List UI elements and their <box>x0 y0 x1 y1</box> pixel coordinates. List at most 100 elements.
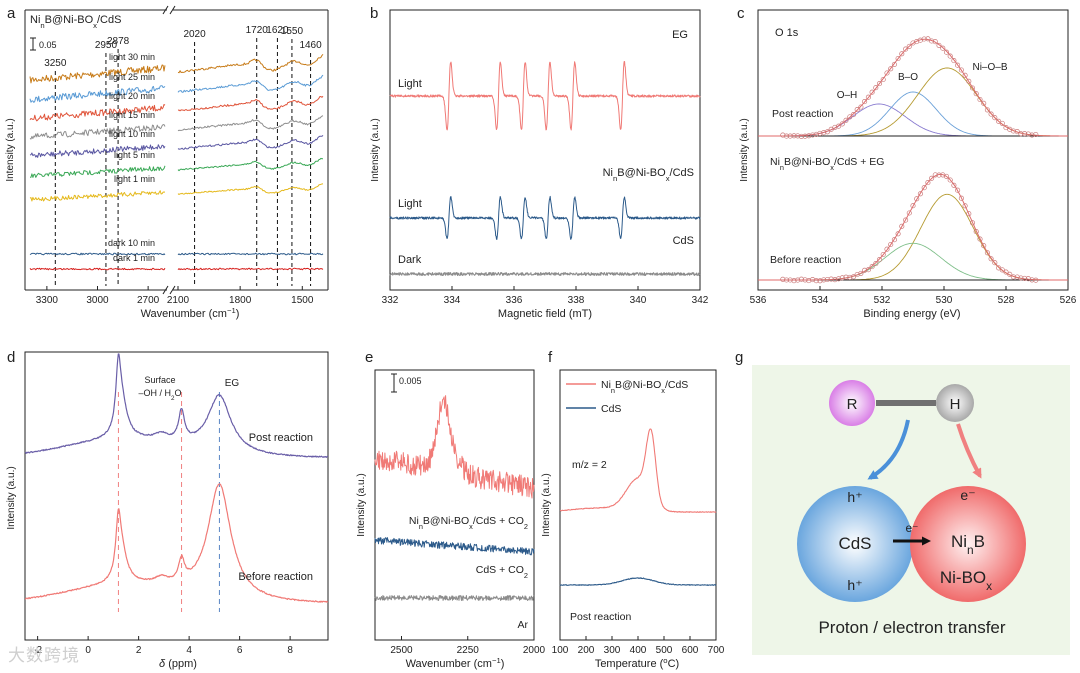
x-tick-label: 342 <box>692 295 709 306</box>
axis-break-mark <box>169 5 176 15</box>
annotation-surface: Surface <box>144 375 175 385</box>
x-tick-label: 536 <box>750 295 767 306</box>
data-point <box>906 43 912 49</box>
data-point <box>1022 131 1028 137</box>
data-point <box>969 85 976 91</box>
x-tick-label: 600 <box>682 645 699 656</box>
data-point <box>876 81 883 87</box>
panel-g: g R Hh⁺ CdS h⁺ e⁻ e⁻ NinB Ni-BOx Proton / electro… <box>735 349 1070 655</box>
plot-frame <box>374 369 535 641</box>
data-point <box>783 133 790 139</box>
x-axis-label: δ (ppm) <box>159 658 197 670</box>
data-point <box>943 173 950 179</box>
data-point <box>832 277 838 283</box>
data-point <box>951 182 957 188</box>
diagram-background <box>752 365 1070 655</box>
spectrum-line <box>29 124 166 140</box>
data-point <box>936 42 942 48</box>
x-tick-label: 200 <box>578 645 595 656</box>
annotation-light: Light <box>398 78 422 90</box>
data-point <box>1025 276 1031 282</box>
watermark: 大数跨境 <box>8 646 80 666</box>
x-tick-label: 336 <box>506 295 523 306</box>
data-point <box>806 133 812 139</box>
cds-label: CdS <box>838 534 871 553</box>
data-point <box>1018 275 1024 281</box>
data-point <box>1033 131 1039 138</box>
series-label: light 10 min <box>109 129 155 139</box>
x-tick-label: 8 <box>287 645 293 656</box>
data-point <box>1014 129 1020 135</box>
data-point <box>854 107 860 113</box>
data-point <box>984 107 990 113</box>
hole-label: h⁺ <box>847 577 862 593</box>
spectrum-line <box>177 183 324 195</box>
x-tick-label: 528 <box>998 295 1015 306</box>
series-label: CdS <box>673 235 694 247</box>
data-point <box>821 277 827 283</box>
nmr-spectrum <box>24 483 329 603</box>
epr-spectrum <box>389 61 701 131</box>
x-tick-label: 700 <box>708 645 725 656</box>
data-point <box>977 236 983 242</box>
proton-arrow-to-cds <box>867 419 910 480</box>
data-point <box>858 270 864 276</box>
component-label: B–O <box>898 72 918 83</box>
data-point <box>847 274 853 280</box>
plot-frame <box>559 369 717 641</box>
data-point <box>929 38 935 44</box>
data-point <box>1014 274 1020 280</box>
panel-d: d -2 0 2 4 6 8 δ (ppm) Intensity (a.u.) Surface –O… <box>6 349 329 670</box>
series-label: light 5 min <box>114 150 155 160</box>
x-tick-label: 100 <box>552 645 569 656</box>
epr-spectrum <box>389 195 701 240</box>
data-point <box>932 172 938 178</box>
axis-break-mark <box>162 5 169 15</box>
spectrum-line <box>30 165 166 178</box>
panel-letter: g <box>735 349 743 366</box>
x-axis-label: Magnetic field (mT) <box>498 308 592 320</box>
data-point <box>899 223 905 229</box>
y-axis-label: Intensity (a.u.) <box>5 118 16 181</box>
data-point <box>832 124 838 130</box>
data-point <box>969 220 976 226</box>
data-point <box>873 85 879 91</box>
spectrum-line <box>177 157 323 172</box>
data-point <box>869 264 875 270</box>
y-axis-label: Intensity (a.u.) <box>370 118 381 181</box>
fit-envelope <box>758 173 1068 281</box>
epr-spectrum <box>389 272 701 276</box>
ir-spectrum <box>374 595 535 601</box>
y-axis-label: Intensity (a.u.) <box>739 118 750 181</box>
data-point <box>1025 131 1031 137</box>
series-label: NinB@Ni-BOx/CdS + EG <box>770 156 884 172</box>
data-point <box>895 55 901 62</box>
data-point <box>1033 277 1039 283</box>
data-point <box>862 267 868 273</box>
panel-letter: c <box>737 5 745 22</box>
data-point <box>862 99 868 105</box>
plot-frame <box>24 351 329 641</box>
data-point <box>999 267 1005 273</box>
x-tick-label: 4 <box>186 645 192 656</box>
x-tick-label: 534 <box>812 295 829 306</box>
data-point <box>936 172 942 178</box>
electron-label: e⁻ <box>960 487 975 503</box>
spectrum-line <box>29 104 166 122</box>
data-point <box>981 243 987 249</box>
panel-letter: f <box>548 349 553 366</box>
data-point <box>806 278 812 284</box>
tpd-curve <box>559 428 717 513</box>
x-tick-label: 1800 <box>229 295 252 306</box>
data-point <box>843 274 849 280</box>
x-tick-label: 332 <box>382 295 399 306</box>
spectrum-line <box>29 85 166 103</box>
annotation-dark: Dark <box>398 254 422 266</box>
data-point <box>958 195 964 201</box>
scale-bar-label: 0.005 <box>399 376 422 386</box>
data-point <box>1029 132 1035 138</box>
data-point <box>996 118 1002 124</box>
data-point <box>925 180 931 186</box>
data-point <box>925 36 931 42</box>
data-point <box>977 96 983 103</box>
